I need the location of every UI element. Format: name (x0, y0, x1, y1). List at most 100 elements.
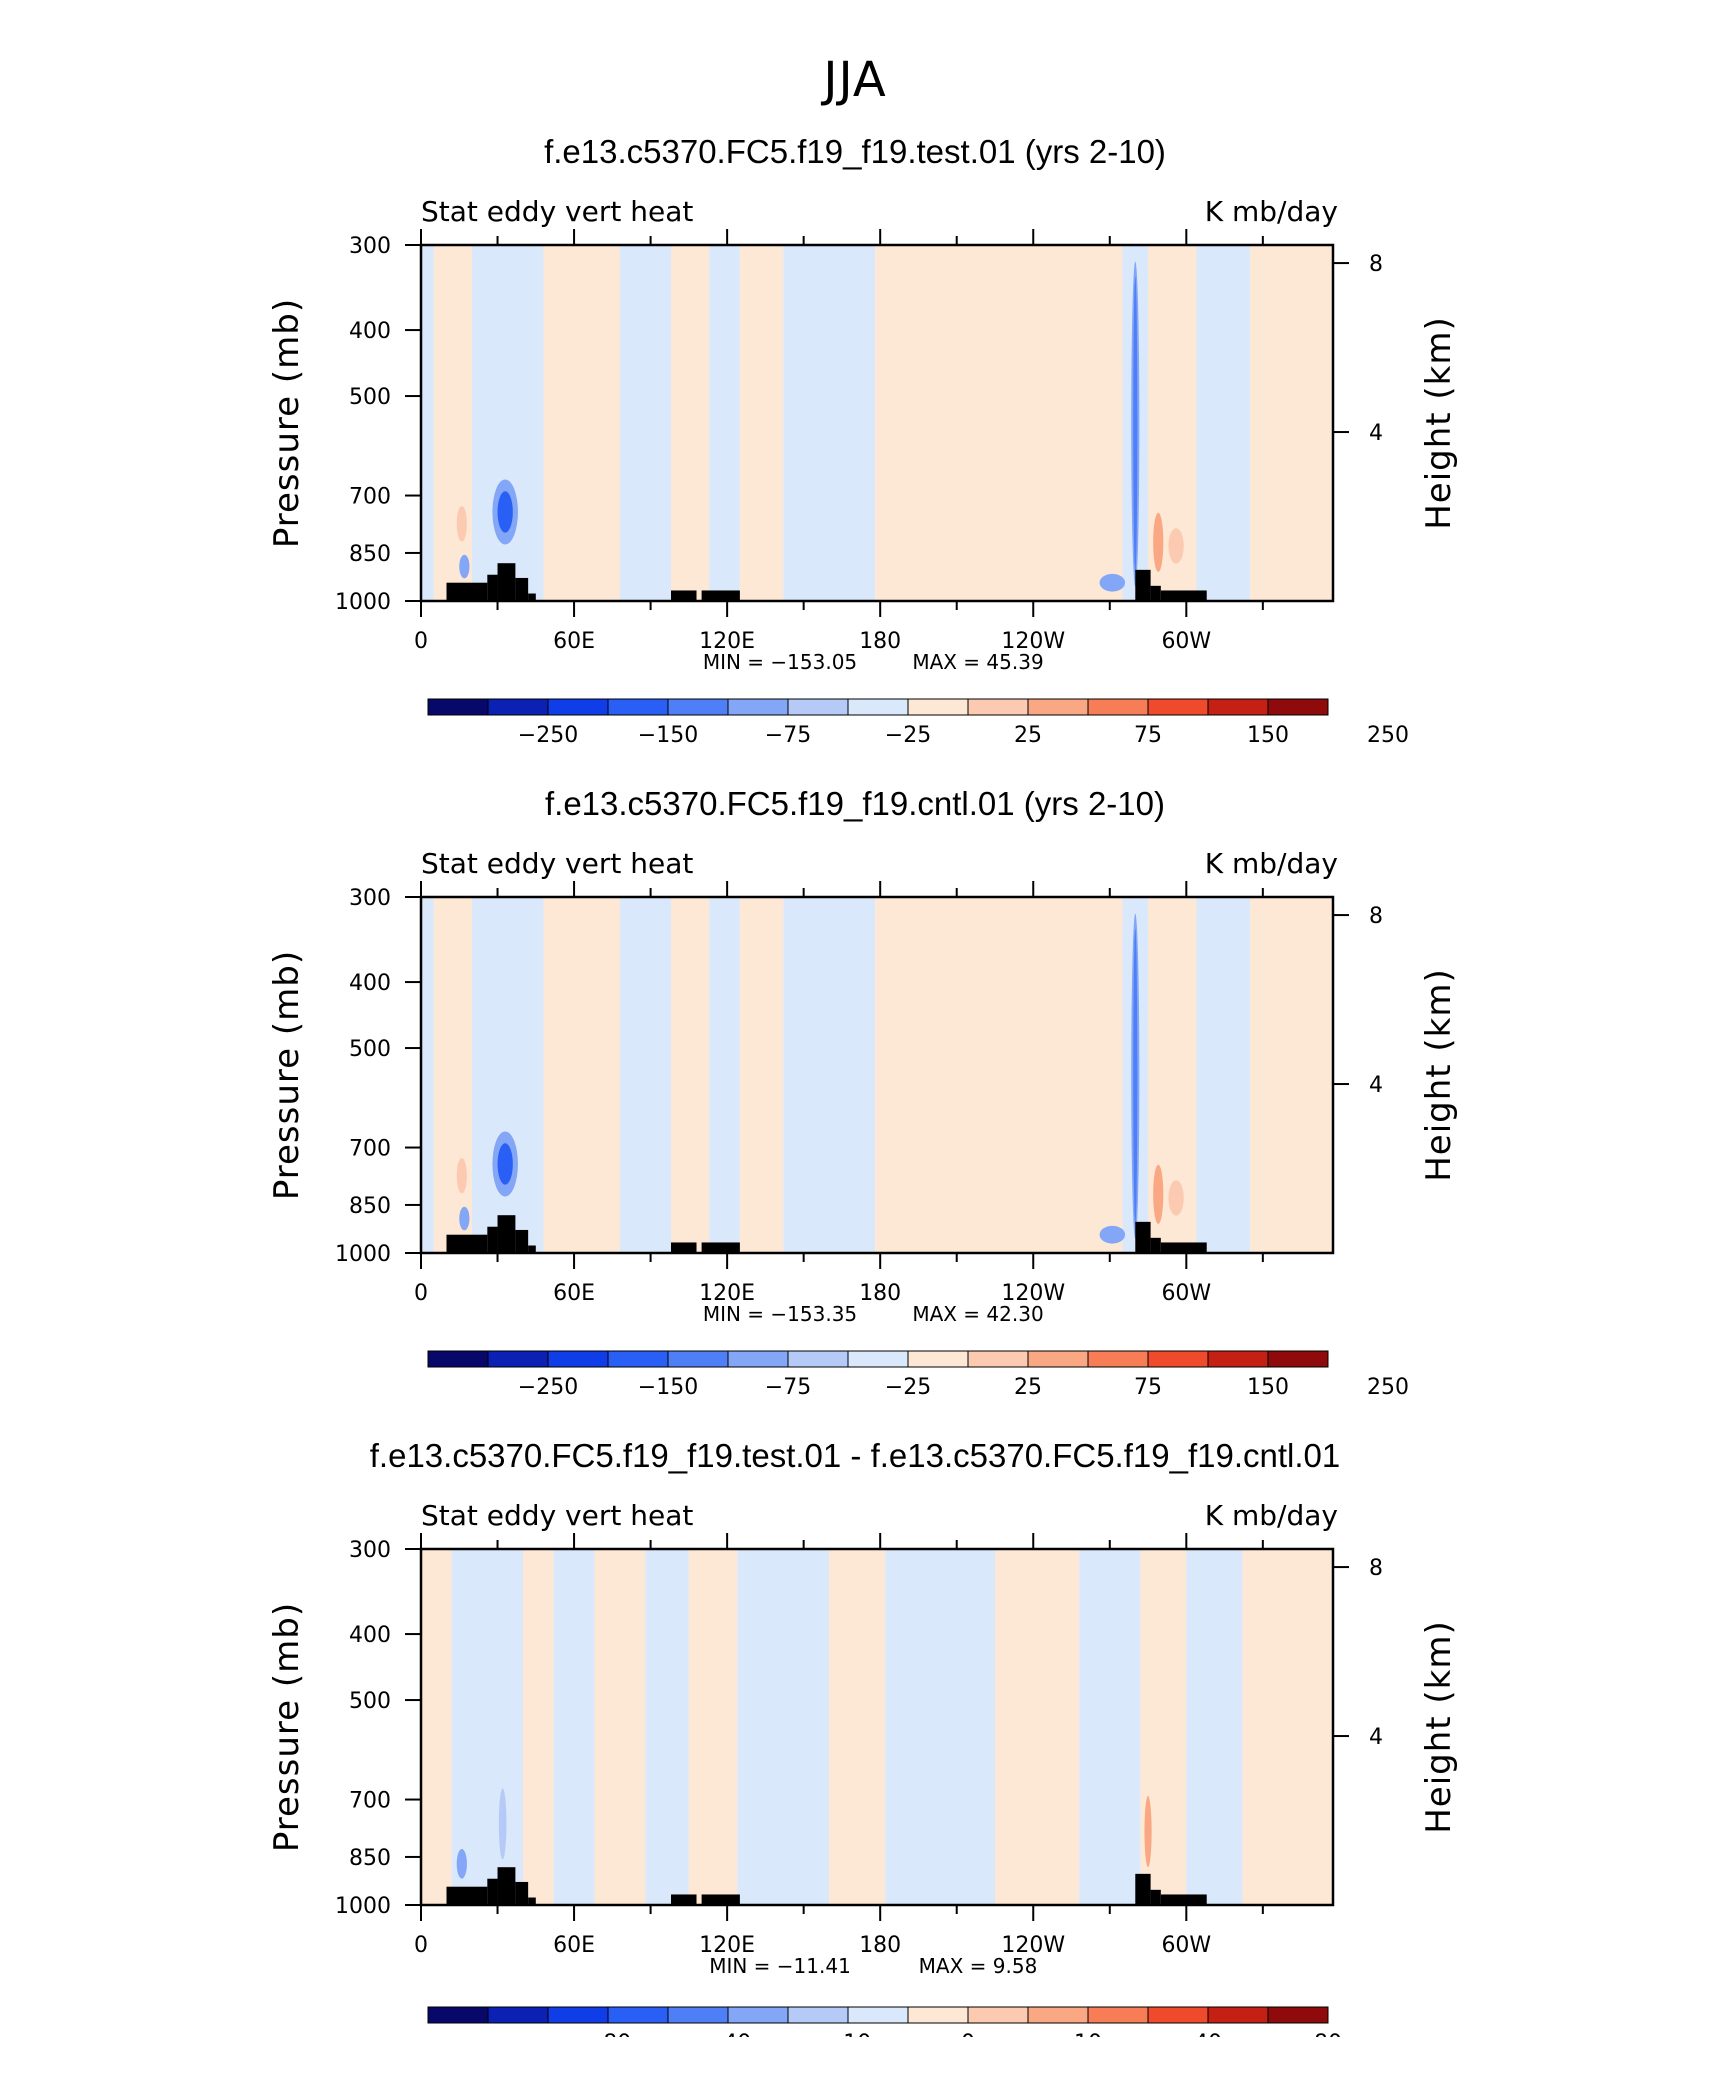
colorbar-swatch (1027, 1350, 1089, 1368)
colorbar-swatch (667, 2006, 729, 2024)
colorbar-label: 75 (1134, 723, 1162, 748)
x-tick-label: 180 (859, 1281, 901, 1306)
colorbar-swatch (787, 2006, 849, 2024)
colorbar-swatch (847, 1350, 909, 1368)
contour-feature (1153, 1164, 1164, 1224)
y-axis-label: Pressure (mb) (267, 1602, 307, 1852)
colorbar-swatch (1267, 1350, 1329, 1368)
contour-band (1079, 1549, 1141, 1905)
topography-bar (1150, 1237, 1161, 1253)
x-tick-label: 60E (553, 1933, 595, 1958)
topography-bar (487, 1878, 498, 1905)
contour-band (421, 1549, 452, 1905)
colorbar-swatch (427, 2006, 489, 2024)
topography-bar (1150, 585, 1161, 601)
topography-bar (446, 1234, 488, 1253)
y-tick-label: 850 (349, 542, 391, 567)
colorbar-swatch (607, 698, 669, 716)
contour-plot-test: 0 60E 120E 180 120W 60W 300 400 500 700 850 1000 Pre… (267, 229, 1459, 748)
colorbar-label: −80 (585, 2031, 631, 2037)
colorbar-swatch (1087, 2006, 1149, 2024)
colorbar-swatch (1267, 698, 1329, 716)
y-axis-label: Pressure (mb) (267, 298, 307, 548)
colorbar-swatch (547, 1350, 609, 1368)
colorbar-swatch (1207, 2006, 1269, 2024)
y-tick-label: 1000 (335, 1894, 391, 1919)
height-tick-label: 8 (1369, 252, 1383, 277)
contour-band (1250, 245, 1333, 601)
colorbar-swatch (847, 2006, 909, 2024)
contour-band (619, 897, 672, 1253)
plot-frame (419, 1547, 1335, 1907)
y-tick-label: 1000 (335, 590, 391, 615)
colorbar-swatch (667, 1350, 729, 1368)
contour-field (421, 897, 1333, 1253)
colorbar-label: 80 (1314, 2031, 1342, 2037)
contour-band (709, 897, 740, 1253)
topography-bar (671, 590, 697, 601)
colorbar-swatch (1267, 2006, 1329, 2024)
topography-bar (671, 1242, 697, 1253)
topography-bar (1135, 1221, 1151, 1253)
x-tick-label: 120W (1001, 1933, 1065, 1958)
colorbar-label: −250 (518, 1375, 578, 1400)
x-tick-label: 120W (1001, 629, 1065, 654)
contour-band (472, 897, 544, 1253)
units-label: K mb/day (1204, 847, 1338, 880)
colorbar: −80 −40 −10 0 10 40 80 (427, 2006, 1342, 2037)
colorbar-swatch (1147, 2006, 1209, 2024)
x-tick-label: 60E (553, 629, 595, 654)
x-tick-label: 120E (699, 1281, 755, 1306)
x-tick-label: 0 (414, 629, 428, 654)
topography-bar (487, 574, 498, 601)
contour-feature (498, 1788, 507, 1860)
contour-feature (497, 491, 513, 533)
y-tick-label: 500 (349, 1037, 391, 1062)
plot-frame (419, 243, 1335, 603)
topography-bar (1160, 1894, 1207, 1905)
x-tick-label: 120E (699, 1933, 755, 1958)
colorbar-swatch (607, 1350, 669, 1368)
colorbar-swatch (607, 2006, 669, 2024)
contour-band (472, 245, 544, 601)
colorbar-swatch (1027, 698, 1089, 716)
height-tick-label: 4 (1369, 1073, 1383, 1098)
topography-bar (701, 1894, 740, 1905)
y-tick-label: 700 (349, 1137, 391, 1162)
topography-bar (528, 593, 536, 601)
topography-bar (446, 1886, 488, 1905)
contour-band (1250, 897, 1333, 1253)
contour-band (1242, 1549, 1333, 1905)
topography-bar (497, 563, 516, 601)
colorbar-swatch (1147, 1350, 1209, 1368)
topography-bar (497, 1867, 516, 1905)
plot-frame (419, 895, 1335, 1255)
y-tick-label: 300 (349, 1538, 391, 1563)
topography-bar (671, 1894, 697, 1905)
contour-band (433, 245, 473, 601)
colorbar-swatch (967, 2006, 1029, 2024)
colorbar-swatch (727, 2006, 789, 2024)
colorbar-label: −150 (638, 723, 698, 748)
colorbar-swatch (907, 698, 969, 716)
contour-band (739, 897, 784, 1253)
colorbar-swatch (1207, 1350, 1269, 1368)
colorbar: −250 −150 −75 −25 25 75 150 250 (427, 698, 1409, 748)
contour-feature (1133, 276, 1138, 573)
contour-feature (1099, 1225, 1126, 1244)
topography-bar (487, 1226, 498, 1253)
height-axis-label: Height (km) (1419, 1620, 1459, 1834)
colorbar-swatch (1147, 698, 1209, 716)
colorbar-swatch (727, 698, 789, 716)
contour-feature (1168, 528, 1184, 564)
contour-band (543, 245, 620, 601)
colorbar-label: 40 (1194, 2031, 1222, 2037)
colorbar-label: −40 (705, 2031, 751, 2037)
colorbar-swatch (547, 2006, 609, 2024)
colorbar-label: −75 (765, 723, 811, 748)
colorbar-swatch (907, 1350, 969, 1368)
contour-band (1196, 245, 1251, 601)
x-tick-label: 60E (553, 1281, 595, 1306)
contour-feature (456, 1157, 467, 1194)
x-tick-label: 0 (414, 1281, 428, 1306)
